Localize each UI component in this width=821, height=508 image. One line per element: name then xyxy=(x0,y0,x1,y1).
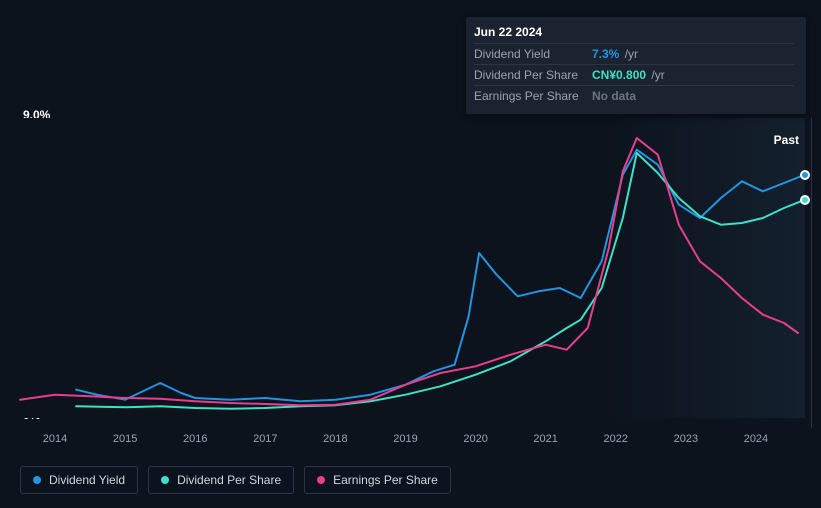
legend-dot xyxy=(33,476,41,484)
legend-dot xyxy=(161,476,169,484)
x-tick: 2017 xyxy=(253,433,277,445)
tooltip: Jun 22 2024 Dividend Yield7.3% /yrDivide… xyxy=(466,17,806,114)
x-tick: 2015 xyxy=(113,433,137,445)
x-tick: 2016 xyxy=(183,433,207,445)
tooltip-value: No data xyxy=(592,89,636,103)
legend-item-dividend_per_share[interactable]: Dividend Per Share xyxy=(148,466,294,494)
x-tick: 2023 xyxy=(674,433,698,445)
tooltip-unit: /yr xyxy=(648,68,665,82)
x-tick: 2022 xyxy=(604,433,628,445)
tooltip-value: CN¥0.800 /yr xyxy=(592,68,665,82)
tooltip-unit: /yr xyxy=(621,47,638,61)
hover-vertical-line xyxy=(811,118,812,428)
end-marker-dividend_yield xyxy=(800,170,810,180)
end-marker-dividend_per_share xyxy=(800,195,810,205)
plot-area[interactable] xyxy=(20,118,805,418)
legend-label: Dividend Yield xyxy=(49,473,125,487)
tooltip-value: 7.3% /yr xyxy=(592,47,638,61)
x-tick: 2014 xyxy=(43,433,67,445)
tooltip-key: Earnings Per Share xyxy=(474,89,592,103)
tooltip-rows: Dividend Yield7.3% /yrDividend Per Share… xyxy=(474,43,794,106)
x-tick: 2018 xyxy=(323,433,347,445)
legend-label: Dividend Per Share xyxy=(177,473,281,487)
x-tick: 2020 xyxy=(463,433,487,445)
tooltip-row: Earnings Per ShareNo data xyxy=(474,85,794,106)
past-label: Past xyxy=(774,133,799,147)
legend: Dividend Yield Dividend Per Share Earnings… xyxy=(20,466,451,494)
line-dividend_yield xyxy=(76,150,805,402)
tooltip-row: Dividend Yield7.3% /yr xyxy=(474,43,794,64)
x-tick: 2024 xyxy=(744,433,768,445)
line-dividend_per_share xyxy=(76,153,805,409)
tooltip-key: Dividend Yield xyxy=(474,47,592,61)
chart-svg xyxy=(20,118,805,418)
tooltip-row: Dividend Per ShareCN¥0.800 /yr xyxy=(474,64,794,85)
legend-label: Earnings Per Share xyxy=(333,473,438,487)
legend-dot xyxy=(317,476,325,484)
x-tick: 2019 xyxy=(393,433,417,445)
line-earnings_per_share xyxy=(20,138,798,405)
tooltip-key: Dividend Per Share xyxy=(474,68,592,82)
legend-item-earnings_per_share[interactable]: Earnings Per Share xyxy=(304,466,451,494)
legend-item-dividend_yield[interactable]: Dividend Yield xyxy=(20,466,138,494)
x-tick: 2021 xyxy=(533,433,557,445)
tooltip-title: Jun 22 2024 xyxy=(474,25,794,43)
